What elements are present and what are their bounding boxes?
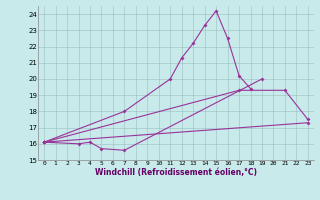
X-axis label: Windchill (Refroidissement éolien,°C): Windchill (Refroidissement éolien,°C) — [95, 168, 257, 177]
